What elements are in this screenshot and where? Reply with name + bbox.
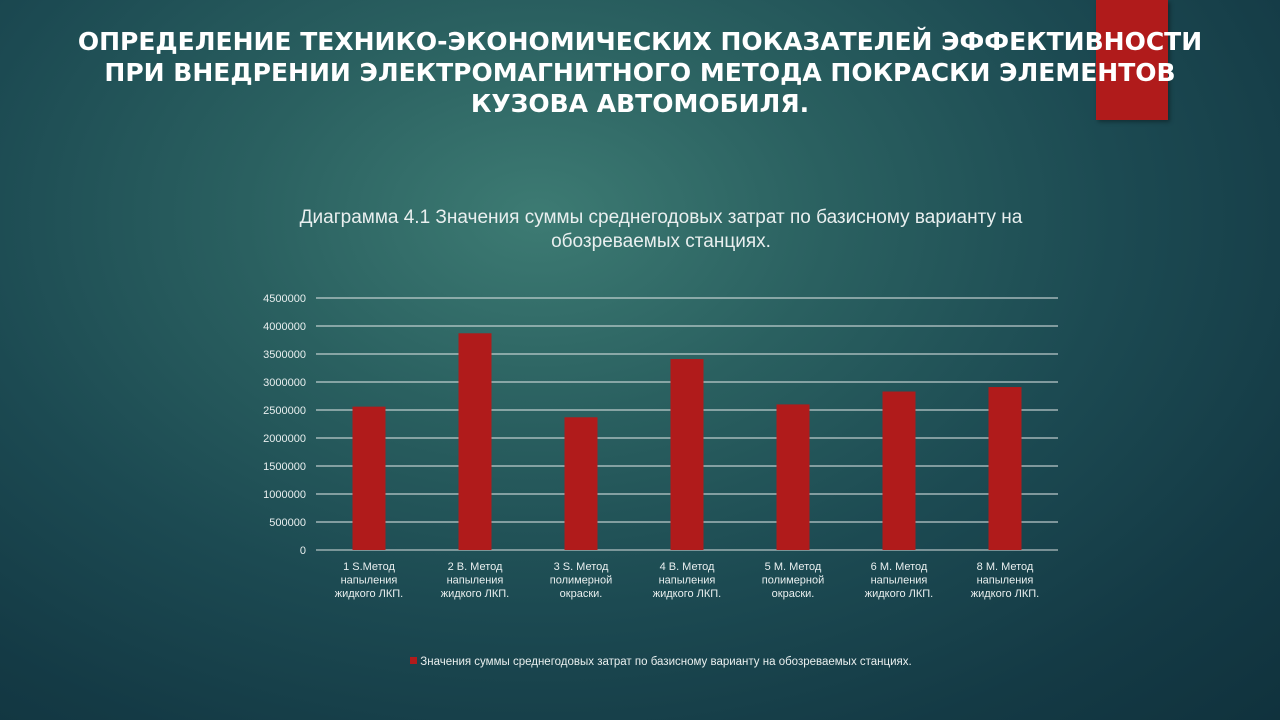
bar [670, 359, 704, 550]
x-tick-label-line: жидкого ЛКП. [335, 588, 404, 600]
y-tick-label: 2500000 [263, 405, 306, 417]
chart-legend: Значения суммы среднегодовых затрат по б… [260, 656, 1062, 668]
x-tick-label-line: полимерной [550, 575, 613, 587]
y-tick-label: 3500000 [263, 349, 306, 361]
x-tick-label: 4 В. Метод напыления жидкого ЛКП. [653, 561, 722, 600]
x-tick-label-line: окраски. [772, 588, 815, 600]
x-tick-label: 1 S.Метод напыления жидкого ЛКП. [335, 561, 404, 600]
x-tick-label-line: жидкого ЛКП. [865, 588, 934, 600]
x-tick-label: 5 М. Метод полимерной окраски. [762, 561, 825, 600]
x-tick-label-line: напыления [341, 575, 398, 587]
x-tick-label-line: напыления [447, 575, 504, 587]
x-tick-label-line: 5 М. Метод [765, 561, 822, 573]
bar [988, 387, 1022, 550]
legend-swatch [410, 657, 418, 664]
chart-title: Диаграмма 4.1 Значения суммы среднегодов… [299, 207, 1023, 252]
x-tick-label-line: жидкого ЛКП. [971, 588, 1040, 600]
legend-label: Значения суммы среднегодовых затрат по б… [420, 656, 912, 668]
x-tick-label-line: 6 М. Метод [871, 561, 928, 573]
x-tick-label-line: 2 В. Метод [448, 561, 503, 573]
y-tick-label: 3000000 [263, 377, 306, 389]
x-tick-label-line: 4 В. Метод [660, 561, 715, 573]
y-tick-label: 0 [300, 545, 306, 557]
bar [458, 333, 492, 550]
y-tick-label: 500000 [269, 517, 306, 529]
y-tick-label: 4500000 [263, 293, 306, 305]
x-tick-label: 8 М. Метод напыления жидкого ЛКП. [971, 561, 1040, 600]
x-tick-label-line: напыления [871, 575, 928, 587]
y-tick-label: 4000000 [263, 321, 306, 333]
x-tick-label-line: 8 М. Метод [977, 561, 1034, 573]
slide-title: ОПРЕДЕЛЕНИЕ ТЕХНИКО-ЭКОНОМИЧЕСКИХ ПОКАЗА… [77, 27, 1203, 118]
x-tick-label-line: напыления [977, 575, 1034, 587]
bar [776, 404, 810, 550]
x-tick-label-line: 3 S. Метод [554, 561, 609, 573]
x-tick-label: 3 S. Метод полимерной окраски. [550, 561, 613, 600]
y-tick-label: 1500000 [263, 461, 306, 473]
x-tick-label: 2 В. Метод напыления жидкого ЛКП. [441, 561, 510, 600]
x-tick-label-line: окраски. [560, 588, 603, 600]
x-tick-label-line: жидкого ЛКП. [441, 588, 510, 600]
x-tick-label-line: напыления [659, 575, 716, 587]
bar [882, 391, 916, 550]
x-tick-label: 6 М. Метод напыления жидкого ЛКП. [865, 561, 934, 600]
x-tick-label-line: 1 S.Метод [343, 561, 395, 573]
x-tick-label-line: жидкого ЛКП. [653, 588, 722, 600]
y-tick-label: 2000000 [263, 433, 306, 445]
x-tick-label-line: полимерной [762, 575, 825, 587]
bar [564, 417, 598, 550]
bar [352, 406, 386, 550]
red-accent-bar [1096, 0, 1168, 120]
y-tick-label: 1000000 [263, 489, 306, 501]
